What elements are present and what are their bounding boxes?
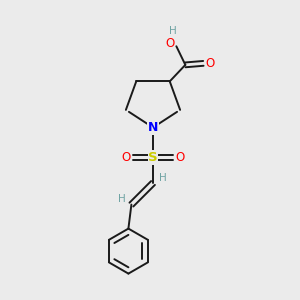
Text: H: H — [159, 172, 167, 183]
Text: H: H — [169, 26, 177, 36]
Text: O: O — [176, 151, 184, 164]
Text: O: O — [122, 151, 130, 164]
Text: O: O — [165, 37, 174, 50]
Text: O: O — [205, 57, 214, 70]
Text: H: H — [118, 194, 126, 204]
Text: N: N — [148, 121, 158, 134]
Text: S: S — [148, 151, 158, 164]
